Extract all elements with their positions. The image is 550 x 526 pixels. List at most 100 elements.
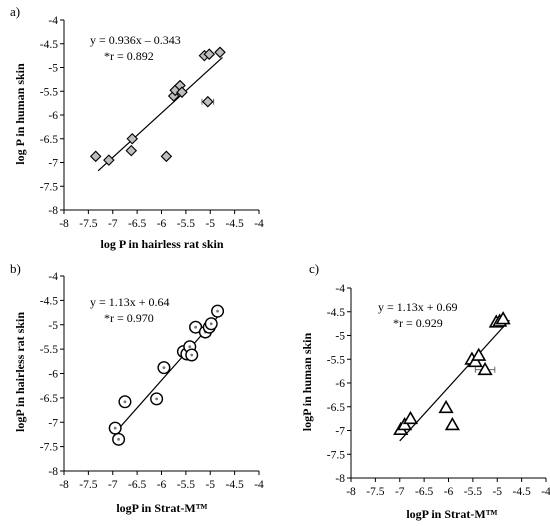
data-point-circle-center: [194, 325, 198, 329]
y-tick-label: -8: [335, 473, 345, 485]
chart-panel-a: a) -8-8 -7.5 -7.5 -7 -7 -6.5 -6.5 -6 -6 -5.5 -5.5 -5…: [10, 4, 264, 251]
data-point-triangle: [495, 311, 511, 325]
correlation-coefficient: *r = 0.929: [393, 316, 443, 330]
data-point-diamond: [176, 86, 188, 98]
y-tick-label: -4: [48, 271, 58, 283]
data-point-diamond: [202, 95, 214, 108]
x-tick-label: -7.5: [366, 486, 384, 498]
data-point-diamond: [89, 150, 102, 163]
panel-letter: b): [10, 261, 21, 276]
y-tick-label: -5: [335, 331, 345, 343]
x-tick-label: -7.5: [79, 218, 97, 230]
y-tick-label: -6: [335, 378, 345, 390]
x-tick-label: -7: [108, 218, 118, 230]
correlation-coefficient: *r = 0.970: [104, 311, 154, 325]
x-tick-label: -5.5: [464, 486, 482, 498]
x-tick-label: -5.5: [177, 479, 195, 491]
data-point-diamond: [103, 154, 115, 166]
y-tick-label: -8: [48, 205, 58, 217]
data-point-circle-center: [190, 353, 194, 357]
x-tick-label: -5: [492, 486, 502, 498]
x-tick-label: -5: [205, 479, 215, 491]
data-point-diamond: [125, 144, 138, 157]
y-tick-label: -6.5: [327, 402, 345, 414]
panel-letter: c): [309, 261, 319, 276]
data-point-diamond: [214, 46, 226, 59]
y-tick-label: -7: [48, 158, 58, 170]
y-tick-label: -8: [48, 466, 58, 478]
x-tick-label: -6: [157, 479, 167, 491]
x-tick-label: -6.5: [415, 486, 433, 498]
data-point-diamond: [126, 132, 139, 145]
y-tick-label: -4.5: [40, 295, 58, 307]
data-point-circle-center: [155, 397, 159, 401]
x-tick-label: -4.5: [513, 486, 531, 498]
data-point-circle-center: [117, 437, 120, 441]
data-point-triangle: [438, 399, 454, 414]
correlation-coefficient: *r = 0.892: [104, 49, 154, 63]
regression-equation: y = 1.13x + 0.69: [378, 300, 458, 314]
panel-letter: a): [10, 4, 20, 19]
data-point-triangle: [477, 361, 493, 376]
chart-panel-c: c) -8-8 -7.5 -7.5 -7 -7 -6.5 -6.5 -6 -6 -5.5 -5.5 -5…: [300, 261, 550, 521]
regression-equation: y = 0.936x – 0.343: [90, 33, 181, 47]
x-tick-label: -4.5: [226, 218, 244, 230]
x-tick-label: -4: [541, 486, 550, 498]
y-tick-label: -6: [48, 110, 58, 122]
x-tick-label: -8: [346, 486, 356, 498]
data-point-circle-center: [216, 309, 219, 313]
y-tick-label: -7: [335, 426, 345, 438]
y-tick-label: -7.5: [40, 442, 58, 454]
x-axis-title: log P in hairless rat skin: [100, 237, 223, 251]
x-axis-title: logP in Strat-M™: [406, 507, 497, 521]
x-tick-label: -8: [59, 479, 69, 491]
x-tick-label: -6.5: [128, 479, 146, 491]
x-tick-label: -4.5: [226, 479, 244, 491]
chart-panel-b: b) -8-8 -7.5 -7.5 -7 -7 -6.5 -6.5 -6 -6 -5.5 -5.5 -5…: [10, 261, 264, 515]
regression-line: [399, 319, 510, 442]
y-tick-label: -4.5: [40, 39, 58, 51]
y-tick-label: -4: [335, 283, 345, 295]
data-point-circle-center: [188, 345, 192, 349]
y-tick-label: -7: [48, 417, 58, 429]
y-tick-label: -5.5: [40, 86, 58, 98]
y-tick-label: -5.5: [40, 344, 58, 356]
data-point-circle-center: [123, 400, 127, 404]
x-tick-label: -4: [254, 479, 264, 491]
data-point-triangle: [444, 416, 460, 431]
data-point-triangle: [471, 347, 487, 361]
data-point-circle-center: [113, 426, 117, 430]
data-point-circle-center: [209, 322, 213, 326]
regression-line: [97, 57, 223, 172]
x-tick-label: -6: [444, 486, 454, 498]
x-tick-label: -6: [157, 218, 167, 230]
y-tick-label: -7.5: [40, 181, 58, 193]
y-tick-label: -4.5: [327, 307, 345, 319]
y-tick-label: -6.5: [40, 393, 58, 405]
y-axis-title: log P in human skin: [13, 63, 27, 165]
y-tick-label: -6.5: [40, 134, 58, 146]
y-tick-label: -5.5: [327, 354, 345, 366]
x-tick-label: -6.5: [128, 218, 146, 230]
x-tick-label: -5: [205, 218, 215, 230]
x-tick-label: -7: [395, 486, 405, 498]
x-tick-label: -4: [254, 218, 264, 230]
x-tick-label: -7.5: [79, 479, 97, 491]
y-tick-label: -4: [48, 15, 58, 27]
data-point-diamond: [203, 48, 216, 60]
y-axis-title: logP in human skin: [300, 332, 314, 431]
y-tick-label: -6: [48, 369, 58, 381]
x-tick-label: -7: [108, 479, 118, 491]
y-axis-title: logP in hairless rat skin: [13, 312, 27, 432]
y-tick-label: -5: [48, 63, 58, 75]
regression-equation: y = 1.13x + 0.64: [90, 295, 170, 309]
data-point-circle-center: [162, 366, 166, 370]
y-tick-label: -5: [48, 320, 58, 332]
y-tick-label: -7.5: [327, 449, 345, 461]
data-point-triangle: [402, 410, 419, 425]
x-tick-label: -5.5: [177, 218, 195, 230]
x-tick-label: -8: [59, 218, 69, 230]
data-point-diamond: [160, 150, 173, 163]
x-axis-title: logP in Strat-M™: [116, 501, 207, 515]
